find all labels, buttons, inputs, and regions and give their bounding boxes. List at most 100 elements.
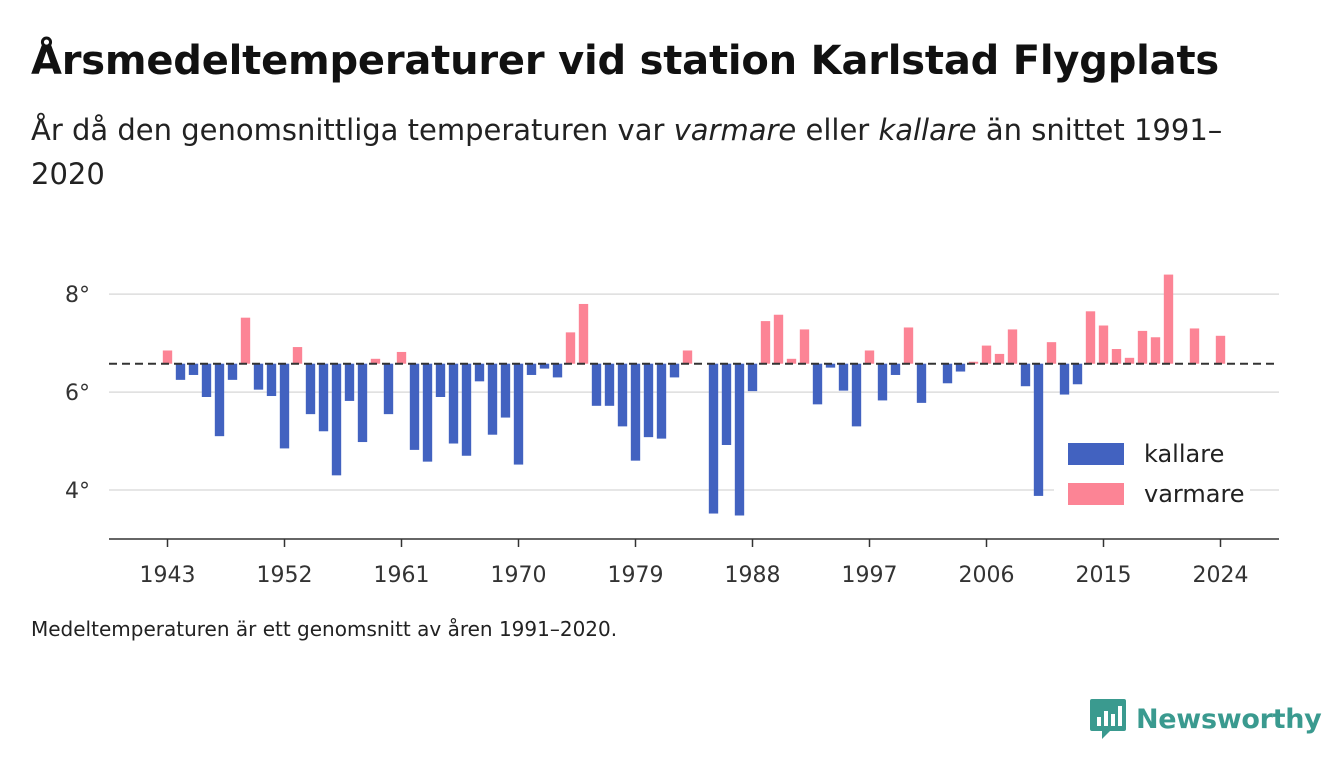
bar-kallare — [656, 363, 667, 439]
bar-kallare — [188, 363, 199, 375]
x-tick-label: 1988 — [725, 563, 781, 588]
bar-kallare — [838, 363, 849, 391]
bar-kallare — [955, 363, 966, 372]
x-tick-label: 1979 — [608, 563, 664, 588]
x-tick-label: 1961 — [374, 563, 430, 588]
bar-varmare — [1124, 357, 1135, 364]
bar-kallare — [604, 363, 615, 406]
bar-kallare — [279, 363, 290, 449]
bar-varmare — [1111, 349, 1122, 364]
bar-kallare — [201, 363, 212, 397]
bar-varmare — [1150, 337, 1161, 364]
bar-kallare — [344, 363, 355, 401]
x-tick-label: 1943 — [140, 563, 196, 588]
bar-kallare — [890, 363, 901, 375]
bar-varmare — [565, 332, 576, 364]
x-tick-label: 2024 — [1193, 563, 1249, 588]
bar-kallare — [630, 363, 641, 461]
bar-kallare — [253, 363, 264, 390]
bar-varmare — [1137, 330, 1148, 364]
bar-kallare — [1033, 363, 1044, 496]
bar-kallare — [643, 363, 654, 438]
bar-varmare — [864, 350, 875, 364]
bar-kallare — [721, 363, 732, 445]
bar-varmare — [786, 358, 797, 364]
bar-kallare — [266, 363, 277, 397]
bar-kallare — [422, 363, 433, 462]
bar-kallare — [383, 363, 394, 415]
bar-kallare — [916, 363, 927, 403]
footnote: Medeltemperaturen är ett genomsnitt av å… — [31, 617, 618, 641]
x-tick-label: 1952 — [257, 563, 313, 588]
bar-kallare — [331, 363, 342, 476]
bar-kallare — [500, 363, 511, 418]
bar-kallare — [617, 363, 628, 427]
bar-kallare — [214, 363, 225, 437]
temperature-bar-chart: 4° 6° 8° 1943 1952 1961 1970 1979 1988 1997 2006 20… — [65, 274, 1279, 588]
subtitle-part-3: än snittet 1991–2020 — [31, 113, 1223, 191]
bar-varmare — [799, 329, 810, 364]
x-tick-label: 2015 — [1076, 563, 1132, 588]
bar-varmare — [994, 353, 1005, 364]
bar-kallare — [825, 363, 836, 368]
subtitle-part-1: År då den genomsnittliga temperaturen va… — [31, 113, 674, 147]
bar-varmare — [981, 345, 992, 364]
y-tick-label: 8° — [65, 283, 90, 308]
bar-kallare — [305, 363, 316, 415]
bar-kallare — [747, 363, 758, 392]
bar-kallare — [942, 363, 953, 384]
bar-kallare — [435, 363, 446, 397]
bar-varmare — [1098, 325, 1109, 364]
bar-kallare — [175, 363, 186, 380]
bar-varmare — [1163, 274, 1174, 364]
bar-kallare — [461, 363, 472, 456]
bar-kallare — [448, 363, 459, 444]
subtitle-part-2: eller — [796, 113, 879, 147]
newsworthy-logo: Newsworthy — [1088, 697, 1322, 741]
bar-varmare — [240, 317, 251, 364]
bar-varmare — [1085, 311, 1096, 364]
legend-label-kallare: kallare — [1144, 440, 1224, 468]
bar-varmare — [396, 351, 407, 364]
bar-varmare — [1046, 342, 1057, 364]
bar-kallare — [1020, 363, 1031, 387]
subtitle-colder: kallare — [878, 113, 977, 147]
bar-kallare — [734, 363, 745, 516]
bar-kallare — [227, 363, 238, 380]
bar-kallare — [708, 363, 719, 514]
bar-varmare — [773, 314, 784, 364]
bar-kallare — [474, 363, 485, 382]
bar-kallare — [552, 363, 563, 378]
brand-name: Newsworthy — [1136, 703, 1322, 735]
bar-kallare — [877, 363, 888, 401]
bar-kallare — [526, 363, 537, 375]
bar-varmare — [578, 303, 589, 364]
bar-kallare — [591, 363, 602, 406]
bar-kallare — [513, 363, 524, 465]
chart-subtitle: År då den genomsnittliga temperaturen va… — [31, 108, 1271, 196]
bar-kallare — [409, 363, 420, 450]
bar-kallare — [669, 363, 680, 378]
bar-kallare — [318, 363, 329, 432]
bar-varmare — [162, 350, 173, 364]
bar-varmare — [760, 321, 771, 364]
bar-varmare — [903, 327, 914, 364]
chart-title: Årsmedeltemperaturer vid station Karlsta… — [31, 38, 1219, 84]
y-tick-label: 6° — [65, 381, 90, 406]
x-tick-label: 2006 — [959, 563, 1015, 588]
bar-kallare — [1059, 363, 1070, 395]
newsworthy-logo-icon — [1090, 699, 1126, 739]
bar-varmare — [1215, 335, 1226, 364]
bar-varmare — [292, 347, 303, 364]
legend-swatch-kallare — [1068, 443, 1124, 465]
bar-varmare — [1189, 328, 1200, 364]
y-tick-label: 4° — [65, 479, 90, 504]
bar-varmare — [1007, 329, 1018, 364]
bar-kallare — [487, 363, 498, 435]
legend-label-varmare: varmare — [1144, 480, 1245, 508]
x-tick-label: 1970 — [491, 563, 547, 588]
bar-kallare — [812, 363, 823, 405]
bar-kallare — [357, 363, 368, 443]
bar-varmare — [370, 358, 381, 364]
legend-swatch-varmare — [1068, 483, 1124, 505]
